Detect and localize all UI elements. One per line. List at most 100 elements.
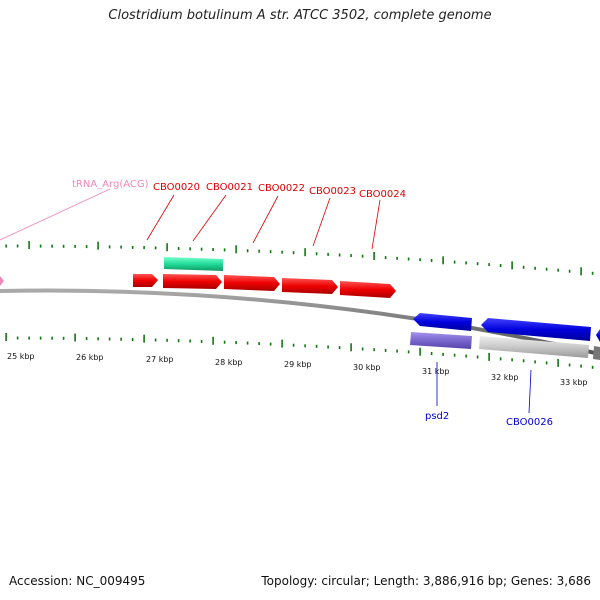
- upper-minor-tick: [338, 253, 341, 257]
- kbp-label-30: 30 kbp: [353, 363, 381, 372]
- cds-forward-0023[interactable]: [340, 281, 396, 298]
- trna-connector: [0, 188, 111, 241]
- genome-summary-text: Topology: circular; Length: 3,886,916 bp…: [261, 574, 591, 588]
- label-connector-cbo0020: [146, 194, 175, 241]
- upper-minor-tick: [74, 244, 76, 248]
- cds-forward-0022[interactable]: [282, 278, 338, 294]
- upper-minor-tick: [350, 254, 352, 258]
- lower-minor-tick: [16, 336, 19, 340]
- cds-forward-0020[interactable]: [163, 274, 222, 289]
- secondary-feature-partial[interactable]: [593, 346, 600, 360]
- secondary-feature-grey[interactable]: [479, 336, 589, 358]
- kbp-label-29: 29 kbp: [284, 360, 312, 369]
- cds-label-cbo0023[interactable]: CBO0023: [309, 186, 356, 197]
- scale-labels: 25 kbp 26 kbp 27 kbp 28 kbp 29 kbp 30 kb…: [7, 352, 588, 387]
- lower-major-tick: [143, 334, 145, 343]
- kbp-label-27: 27 kbp: [146, 355, 174, 364]
- upper-minor-tick: [476, 262, 479, 266]
- upper-minor-tick: [327, 252, 329, 256]
- kbp-label-25: 25 kbp: [7, 352, 35, 361]
- genome-backbone: [0, 288, 600, 356]
- upper-minor-tick: [258, 249, 260, 253]
- lower-minor-tick: [292, 343, 295, 347]
- lower-minor-tick: [97, 337, 99, 341]
- upper-major-tick: [97, 241, 99, 250]
- lower-minor-tick: [304, 344, 306, 348]
- lower-major-tick: [74, 333, 76, 342]
- secondary-feature-purple[interactable]: [410, 332, 472, 349]
- trna-label[interactable]: tRNA_Arg(ACG): [72, 179, 149, 190]
- lower-minor-tick: [223, 340, 226, 344]
- upper-minor-tick: [143, 246, 145, 250]
- lower-minor-tick: [235, 341, 237, 345]
- lower-major-tick: [5, 333, 7, 341]
- scale-ticks-lower: [5, 333, 594, 369]
- cds-label-cbo0021[interactable]: CBO0021: [206, 182, 253, 193]
- lower-minor-tick: [85, 337, 88, 341]
- cds-reverse-0026[interactable]: [481, 318, 591, 341]
- upper-minor-tick: [488, 263, 490, 267]
- lower-major-tick: [212, 336, 214, 345]
- lower-minor-tick: [28, 336, 30, 340]
- label-connector-cbo0024: [371, 199, 381, 250]
- lower-minor-tick: [131, 338, 134, 341]
- upper-minor-tick: [177, 247, 180, 250]
- lower-minor-tick: [120, 337, 122, 341]
- lower-minor-tick: [269, 342, 272, 346]
- cds-label-cbo0020[interactable]: CBO0020: [153, 182, 200, 193]
- lower-minor-tick: [315, 344, 318, 348]
- upper-major-tick: [442, 256, 444, 265]
- upper-minor-tick: [557, 268, 559, 272]
- upper-minor-tick: [200, 247, 203, 251]
- upper-minor-tick: [189, 247, 191, 251]
- upper-minor-tick: [396, 256, 398, 260]
- label-connector-cbo0026: [528, 369, 532, 414]
- lower-minor-tick: [476, 355, 479, 359]
- lower-minor-tick: [200, 339, 203, 343]
- upper-minor-tick: [568, 269, 571, 273]
- upper-minor-tick: [419, 258, 421, 262]
- upper-minor-tick: [407, 257, 410, 261]
- upper-major-tick: [373, 251, 375, 260]
- upper-minor-tick: [591, 271, 594, 275]
- upper-major-tick: [28, 241, 30, 250]
- upper-minor-tick: [154, 246, 157, 250]
- kbp-label-33: 33 kbp: [560, 378, 588, 387]
- upper-minor-tick: [453, 260, 456, 264]
- upper-major-tick: [511, 261, 513, 270]
- kbp-label-28: 28 kbp: [215, 358, 243, 367]
- lower-minor-tick: [154, 338, 157, 342]
- cds-forward-0021[interactable]: [224, 275, 280, 291]
- cds-reverse-psd2[interactable]: [413, 313, 472, 331]
- kbp-label-26: 26 kbp: [76, 353, 104, 362]
- upper-minor-tick: [131, 245, 134, 249]
- cds-label-cbo0026[interactable]: CBO0026: [506, 417, 553, 428]
- lower-minor-tick: [39, 336, 42, 340]
- upper-minor-tick: [361, 254, 364, 258]
- upper-minor-tick: [465, 261, 467, 265]
- lower-minor-tick: [258, 342, 260, 346]
- upper-minor-tick: [315, 252, 318, 256]
- upper-major-tick: [166, 243, 168, 252]
- trna-feature[interactable]: [0, 276, 4, 286]
- lower-minor-tick: [361, 347, 364, 351]
- upper-minor-tick: [534, 266, 536, 270]
- cds-forward-0019[interactable]: [133, 274, 158, 287]
- lower-minor-tick: [177, 339, 180, 343]
- upper-minor-tick: [16, 244, 19, 248]
- accession-text: Accession: NC_009495: [9, 574, 146, 588]
- cds-label-psd2[interactable]: psd2: [425, 411, 449, 422]
- cds-label-cbo0024[interactable]: CBO0024: [359, 189, 406, 200]
- upper-major-tick: [580, 267, 582, 276]
- lower-minor-tick: [465, 354, 467, 358]
- rna-feature[interactable]: [164, 257, 223, 271]
- lower-minor-tick: [338, 346, 341, 350]
- cds-reverse-partial[interactable]: [596, 329, 600, 342]
- upper-minor-tick: [85, 245, 88, 249]
- upper-major-tick: [304, 248, 306, 257]
- cds-label-cbo0022[interactable]: CBO0022: [258, 183, 305, 194]
- lower-minor-tick: [384, 348, 387, 352]
- lower-minor-tick: [327, 345, 329, 349]
- upper-minor-tick: [62, 244, 65, 248]
